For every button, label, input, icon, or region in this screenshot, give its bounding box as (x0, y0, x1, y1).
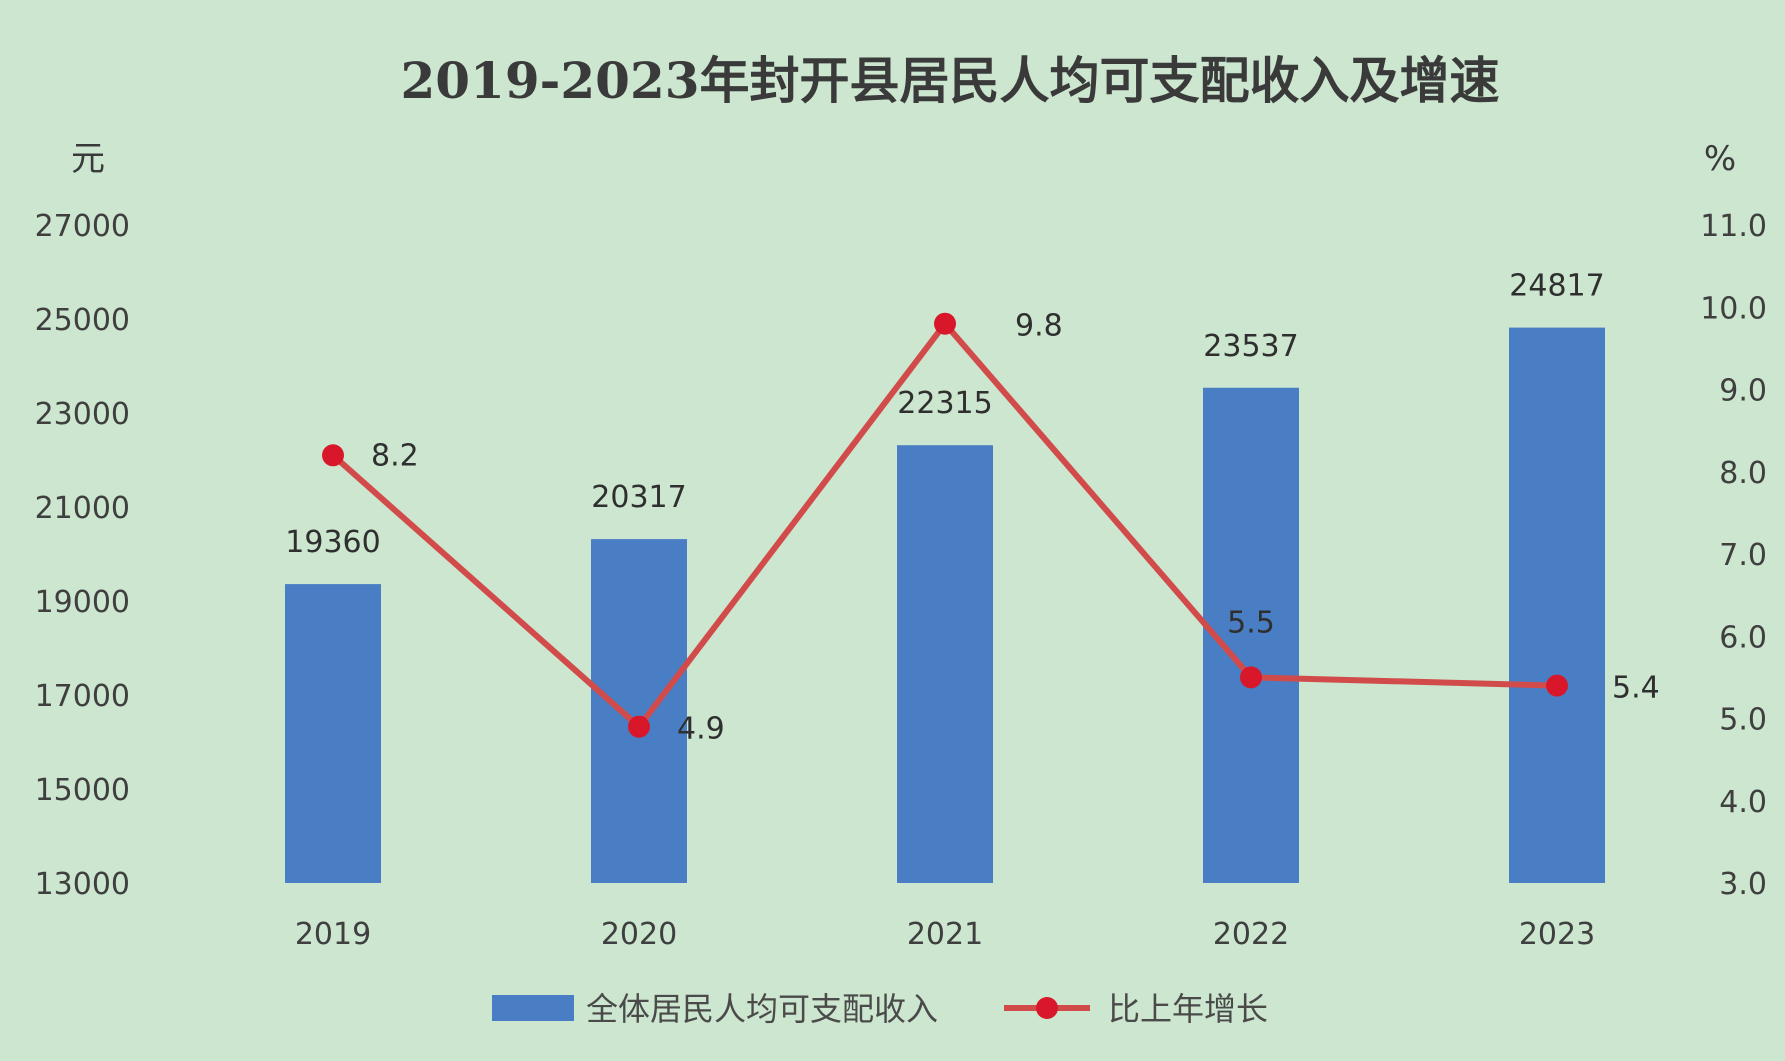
left-axis-ticks: 13000 15000 17000 19000 21000 23000 25000 27000 (35, 209, 130, 902)
legend-bar-swatch (492, 995, 574, 1021)
bar-label-2022: 23537 (1203, 329, 1298, 364)
right-axis-tick-label: 3.0 (1719, 867, 1767, 902)
bar-label-2020: 20317 (591, 480, 686, 515)
right-axis-unit: % (1704, 139, 1736, 179)
line-data-labels: 8.2 4.9 9.8 5.5 5.4 (371, 309, 1660, 747)
left-axis-tick-label: 25000 (35, 303, 130, 338)
growth-label-2022: 5.5 (1227, 605, 1275, 640)
legend: 全体居民人均可支配收入 比上年增长 (492, 990, 1268, 1028)
right-axis-tick-label: 10.0 (1700, 291, 1767, 326)
bar-series (285, 327, 1605, 883)
x-tick-2020: 2020 (601, 917, 677, 952)
bar-label-2019: 19360 (285, 525, 380, 560)
x-axis-ticks: 2019 2020 2021 2022 2023 (295, 917, 1595, 952)
legend-line-label: 比上年增长 (1108, 990, 1268, 1028)
right-axis-tick-label: 9.0 (1719, 374, 1767, 409)
growth-label-2021: 9.8 (1015, 309, 1063, 344)
legend-bar-label: 全体居民人均可支配收入 (586, 990, 938, 1028)
right-axis-tick-label: 4.0 (1719, 785, 1767, 820)
growth-label-2020: 4.9 (677, 712, 725, 747)
right-axis-tick-label: 11.0 (1700, 209, 1767, 244)
x-tick-2021: 2021 (907, 917, 983, 952)
right-axis-tick-label: 7.0 (1719, 538, 1767, 573)
left-axis-tick-label: 23000 (35, 397, 130, 432)
line-series (322, 312, 1568, 738)
left-axis-tick-label: 21000 (35, 491, 130, 526)
x-tick-2022: 2022 (1213, 917, 1289, 952)
growth-point-2019 (322, 444, 344, 467)
left-axis-tick-label: 27000 (35, 209, 130, 244)
right-axis-ticks: 3.0 4.0 5.0 6.0 7.0 8.0 9.0 10.0 11.0 (1700, 209, 1767, 902)
right-axis-tick-label: 5.0 (1719, 703, 1767, 738)
growth-label-2023: 5.4 (1612, 671, 1660, 706)
growth-point-2020 (628, 715, 650, 738)
x-tick-2019: 2019 (295, 917, 371, 952)
right-axis-tick-label: 8.0 (1719, 456, 1767, 491)
left-axis-tick-label: 19000 (35, 585, 130, 620)
legend-line-marker (1036, 997, 1058, 1019)
bar-label-2021: 22315 (897, 386, 992, 421)
left-axis-unit: 元 (71, 139, 105, 179)
left-axis-tick-label: 13000 (35, 867, 130, 902)
bar-2023 (1509, 327, 1605, 883)
x-tick-2023: 2023 (1519, 917, 1595, 952)
growth-point-2021 (934, 312, 956, 335)
bar-2022 (1203, 387, 1299, 883)
right-axis-tick-label: 6.0 (1719, 620, 1767, 655)
bar-label-2023: 24817 (1509, 269, 1604, 304)
bar-2019 (285, 584, 381, 883)
bar-2021 (897, 445, 993, 883)
left-axis-tick-label: 17000 (35, 679, 130, 714)
left-axis-tick-label: 15000 (35, 773, 130, 808)
bar-2020 (591, 539, 687, 883)
growth-point-2022 (1240, 666, 1262, 689)
growth-label-2019: 8.2 (371, 438, 419, 473)
chart-title: 2019-2023年封开县居民人均可支配收入及增速 (400, 51, 1499, 110)
bar-data-labels: 19360 20317 22315 23537 24817 (285, 269, 1604, 560)
growth-point-2023 (1546, 674, 1568, 697)
